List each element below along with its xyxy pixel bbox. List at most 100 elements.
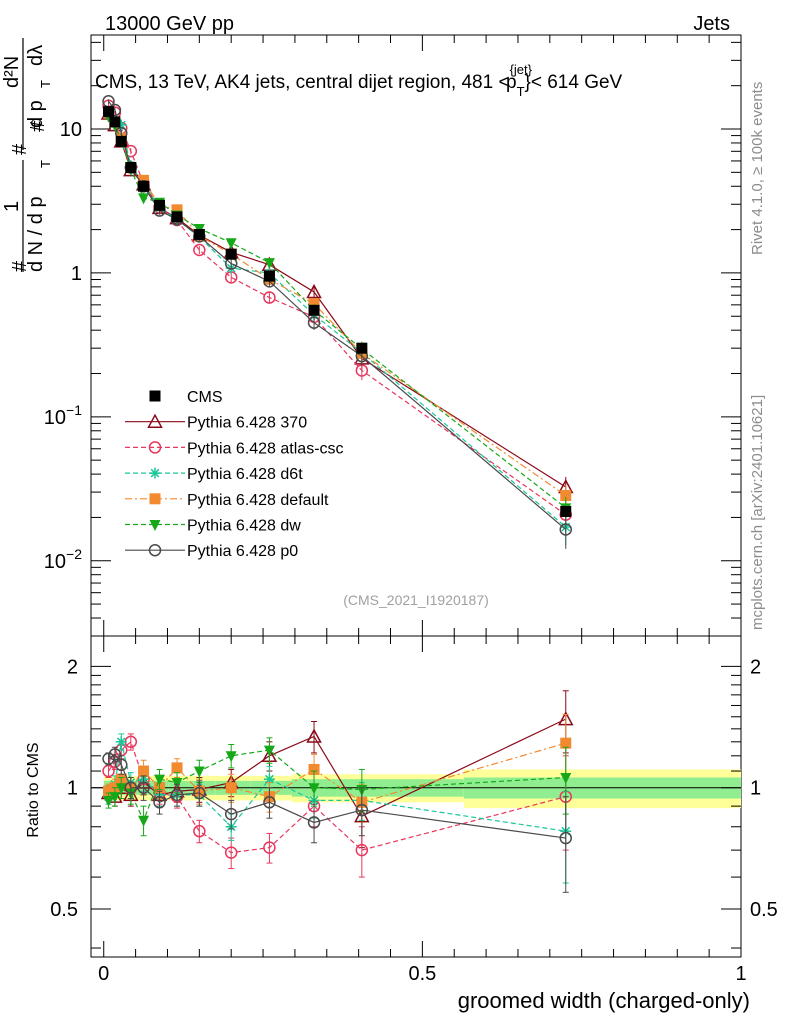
- y-tick-label-main: 10−2: [44, 546, 82, 573]
- point-cms: [103, 106, 115, 118]
- ratio-series-layer: [100, 690, 574, 893]
- legend-marker-default: [149, 493, 161, 505]
- point-atlas: [263, 291, 276, 304]
- legend-marker-d6t: [149, 467, 161, 479]
- ratio-point-atlas: [224, 846, 238, 859]
- legend-marker-p0: [148, 543, 162, 557]
- y-axis-label-ratio: Ratio to CMS: [25, 742, 42, 837]
- legend-marker-dw: [149, 520, 161, 531]
- ylabel-dlambda: dλ: [25, 45, 47, 66]
- ylabel-hash-2: #: [9, 143, 31, 155]
- ratio-point-default: [103, 785, 115, 797]
- series-line-default: [108, 112, 567, 497]
- ratio-point-p0: [153, 796, 166, 809]
- header-left: 13000 GeV pp: [105, 13, 234, 35]
- y-tick-label-ratio-right: 2: [750, 656, 761, 678]
- point-dw: [138, 193, 150, 205]
- y-tick-label-main: 1: [71, 263, 82, 285]
- ratio-uncertainty-bands: [91, 769, 741, 809]
- ylabel-hash-3: #: [27, 120, 49, 132]
- ylabel-dN: d N / d p: [25, 196, 47, 272]
- point-cms: [263, 270, 275, 282]
- main-title-sup: {jet}: [510, 62, 533, 77]
- legend-marker-p370: [147, 413, 163, 428]
- point-cms: [560, 505, 572, 517]
- main-series-layer: [100, 95, 574, 549]
- y-tick-label-ratio-right: 0.5: [750, 899, 778, 921]
- header-right: Jets: [693, 13, 730, 35]
- ratio-point-default: [560, 737, 572, 749]
- ratio-point-p0: [355, 803, 369, 817]
- point-p370: [306, 283, 322, 299]
- ratio-point-dw: [171, 778, 183, 790]
- ylabel-dp: d p: [25, 100, 47, 128]
- point-p0: [307, 316, 321, 329]
- point-default: [171, 204, 183, 216]
- point-cms: [115, 135, 127, 147]
- main-title-p: p: [506, 72, 517, 93]
- point-default: [560, 490, 572, 502]
- ratio-point-default: [171, 762, 183, 774]
- y-tick-label-ratio: 1: [67, 778, 78, 800]
- ratio-point-dw: [138, 815, 150, 827]
- y-tick-label-ratio-right: 1: [750, 778, 761, 800]
- ratio-point-atlas: [355, 843, 369, 857]
- ratio-point-dw: [109, 792, 121, 804]
- point-cms: [125, 162, 137, 174]
- point-cms: [171, 211, 183, 223]
- main-title: CMS, 13 TeV, AK4 jets, central dijet reg…: [95, 62, 623, 99]
- legend-marker-cms: [149, 390, 161, 402]
- series-line-p370: [107, 113, 567, 488]
- svg-text:CMS, 13 TeV, AK4 jets, central: CMS, 13 TeV, AK4 jets, central dijet reg…: [95, 62, 623, 99]
- point-dw: [225, 238, 237, 250]
- ratio-point-dw: [560, 773, 572, 785]
- point-cms: [356, 342, 368, 354]
- ratio-point-default: [225, 782, 237, 794]
- ratio-point-p0: [108, 748, 122, 761]
- y-axis-label-main: # 1 d N / d p T # # d²N d p T dλ: [1, 38, 53, 272]
- ratio-point-p0: [102, 752, 115, 766]
- analysis-watermark: (CMS_2021_I1920187): [343, 592, 489, 608]
- ylabel-d2N: d²N: [1, 56, 23, 88]
- point-cms: [225, 248, 237, 260]
- ylabel-hash-1: #: [9, 260, 31, 272]
- ratio-point-atlas: [263, 841, 276, 854]
- ratio-point-dw: [103, 795, 115, 807]
- legend-label-d6t: Pythia 6.428 d6t: [187, 466, 303, 483]
- rivet-label: Rivet 4.1.0, ≥ 100k events: [749, 82, 766, 255]
- series-line-d6t: [108, 114, 567, 528]
- y-tick-label-ratio: 2: [67, 656, 78, 678]
- ratio-point-default: [308, 763, 320, 775]
- point-default: [308, 298, 320, 310]
- legend-label-p0: Pythia 6.428 p0: [187, 543, 298, 560]
- ratio-point-p0: [193, 786, 206, 800]
- ratio-point-d6t: [115, 736, 127, 748]
- main-title-pre: CMS, 13 TeV, AK4 jets, central dijet reg…: [95, 72, 510, 93]
- ratio-point-atlas: [102, 764, 115, 778]
- ratio-point-default: [138, 765, 150, 777]
- ratio-point-dw: [225, 751, 237, 763]
- ratio-point-dw: [263, 745, 275, 757]
- legend-label-p370: Pythia 6.428 370: [187, 415, 307, 432]
- legend-label-default: Pythia 6.428 default: [187, 492, 329, 509]
- series-line-p0: [108, 100, 567, 530]
- x-tick-label: 1: [735, 963, 746, 985]
- point-cms: [308, 304, 320, 316]
- y-tick-label-ratio: 0.5: [50, 899, 78, 921]
- main-axis-ticks: 10−210−1110102: [44, 35, 742, 637]
- y-tick-label-main: 10: [60, 119, 82, 141]
- ratio-point-p0: [137, 781, 150, 794]
- legend-label-cms: CMS: [187, 389, 223, 406]
- legend: CMS Pythia 6.428 370 Pythia 6.428 atlas-cs…: [125, 389, 344, 560]
- point-dw: [263, 258, 275, 270]
- x-tick-label: 0: [98, 963, 109, 985]
- legend-label-atlas: Pythia 6.428 atlas-csc: [187, 440, 344, 457]
- ratio-point-p0: [263, 796, 276, 809]
- point-cms: [138, 180, 150, 192]
- y-tick-label-main: 10−1: [44, 402, 82, 429]
- ratio-axis-ticks: 0.5 0.5 1 1 2 2 0 0.5 1: [50, 636, 778, 985]
- point-atlas: [124, 144, 138, 158]
- point-cms: [109, 116, 121, 128]
- mcplots-label: mcplots.cern.ch [arXiv:2401.10621]: [749, 395, 766, 630]
